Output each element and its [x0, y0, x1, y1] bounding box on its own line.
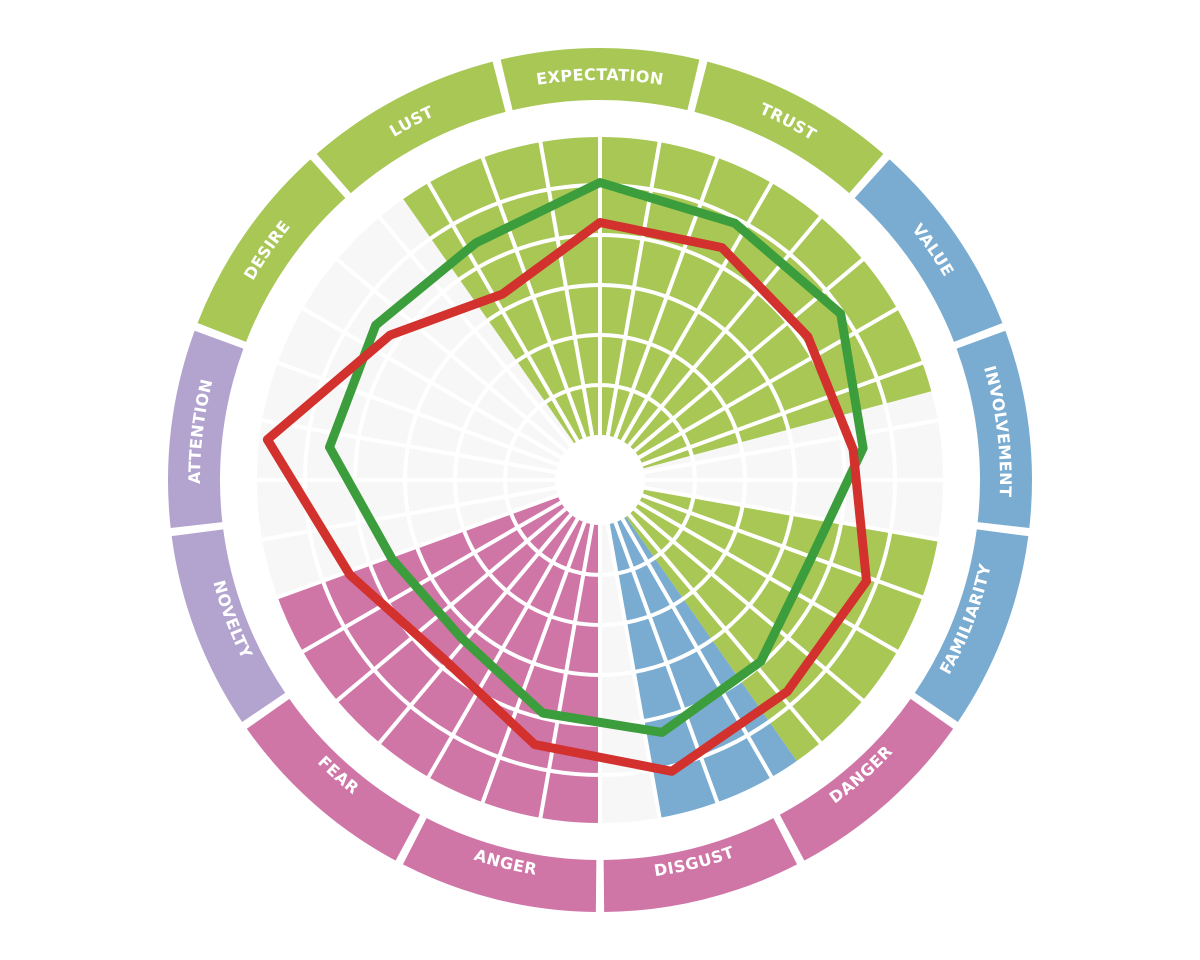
grid-spoke	[641, 359, 927, 467]
grid-spoke	[332, 255, 567, 453]
grid-spoke	[633, 507, 868, 705]
ring-segment-attention	[168, 330, 244, 528]
category-ring: EXPECTATIONTRUSTVALUEINVOLVEMENTFAMILIAR…	[168, 47, 1032, 912]
ring-segment-lust	[316, 61, 506, 194]
series-line-2	[262, 218, 871, 776]
ring-segment-involvement	[956, 330, 1032, 528]
grid-spoke	[605, 523, 663, 823]
grid-spoke	[298, 304, 563, 460]
ring-segment-familiarity	[914, 529, 1029, 722]
grid-spoke	[537, 523, 595, 823]
grid-spoke	[613, 153, 721, 439]
ring-segment-disgust	[603, 818, 798, 912]
series-line-1	[325, 178, 868, 737]
grid-spoke	[633, 255, 868, 453]
grid-spoke	[273, 493, 559, 601]
category-label-expectation: EXPECTATION	[535, 65, 665, 89]
ring-segment-expectation	[500, 47, 700, 111]
ring-segment-trust	[694, 61, 884, 194]
grid-spoke	[479, 153, 587, 439]
grid-spoke	[620, 178, 776, 443]
grid-spoke	[637, 500, 902, 656]
grid-spoke	[424, 517, 580, 782]
grid-spoke	[257, 485, 557, 543]
grid-spoke	[620, 517, 776, 782]
ring-segment-anger	[402, 818, 597, 912]
grid-spoke	[375, 212, 573, 447]
grid-spoke	[332, 507, 567, 705]
grid-spoke	[605, 137, 663, 437]
ring-segment-desire	[197, 159, 346, 342]
grid-spoke	[479, 521, 587, 807]
grid-spoke	[424, 178, 580, 443]
grid-spoke	[627, 212, 825, 447]
grid-spoke	[637, 304, 902, 460]
grid-spoke	[298, 500, 563, 656]
grid-spoke	[375, 513, 573, 748]
series-lines	[262, 178, 871, 776]
grid-spoke	[627, 513, 825, 748]
ring-segment-fear	[246, 698, 421, 861]
grid-spoke	[537, 137, 595, 437]
grid-spoke	[257, 417, 557, 475]
ring-segment-value	[854, 159, 1003, 342]
grid-hub	[555, 435, 645, 525]
grid-spoke	[643, 417, 943, 475]
ring-segment-danger	[779, 698, 954, 861]
grid-spoke	[643, 485, 943, 543]
grid-spoke	[613, 521, 721, 807]
grid-spoke	[641, 493, 927, 601]
ring-segment-novelty	[171, 529, 286, 722]
grid-spoke	[273, 359, 559, 467]
